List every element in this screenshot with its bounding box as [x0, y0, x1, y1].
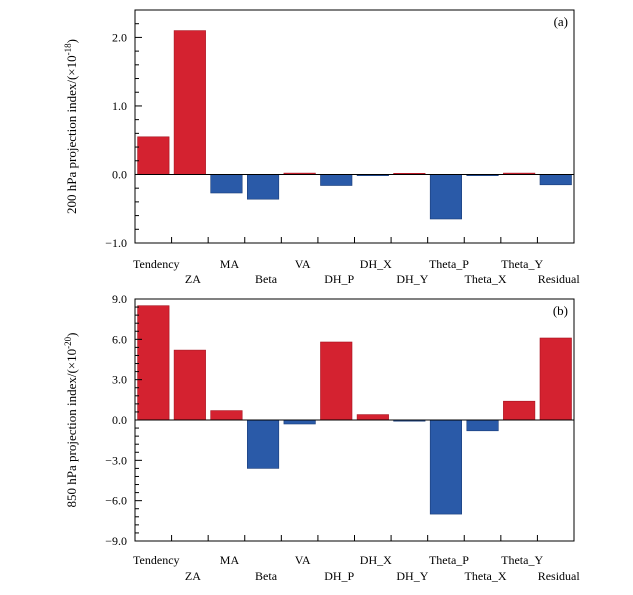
bar-dh-p — [320, 174, 353, 186]
x-tick-label: ZA — [185, 569, 201, 583]
x-tick-label: DH_Y — [396, 272, 428, 286]
bar-theta-x — [466, 419, 499, 432]
bar-residual — [539, 174, 572, 186]
x-tick-label: DH_P — [324, 569, 354, 583]
y-tick-label: 3.0 — [112, 373, 127, 387]
y-tick-label: −6.0 — [105, 494, 127, 508]
bar-beta — [247, 174, 280, 200]
bar-theta-p — [429, 174, 463, 220]
x-tick-label: Tendency — [133, 553, 179, 567]
x-tick-label: Theta_X — [465, 272, 507, 286]
bar-ma — [210, 410, 243, 421]
bar-residual — [539, 337, 572, 421]
y-tick-label: 0.0 — [112, 413, 127, 427]
bar-ma — [210, 174, 243, 194]
bar-dh-x — [356, 414, 389, 421]
bar-theta-y — [503, 400, 536, 421]
x-tick-label: MA — [220, 257, 240, 271]
bar-va — [283, 419, 316, 425]
y-tick-label: 9.0 — [112, 292, 127, 306]
x-tick-label: Tendency — [133, 257, 179, 271]
chart-panel-a: −1.0 0.0 1.0 2.0 Tendency ZA MA Beta VA DH_P DH_X D… — [63, 9, 581, 286]
x-tick-label: Theta_X — [465, 569, 507, 583]
bar-theta-p — [429, 419, 463, 515]
x-tick-label: Theta_P — [429, 553, 469, 567]
x-tick-label: Residual — [538, 569, 581, 583]
x-tick-label: Beta — [255, 569, 278, 583]
x-tick-label: Theta_Y — [501, 553, 543, 567]
x-tick-label: VA — [295, 257, 311, 271]
bar-tendency — [137, 305, 170, 421]
x-tick-label: VA — [295, 553, 311, 567]
panel-tag: (b) — [553, 303, 568, 318]
x-tick-label: Theta_P — [429, 257, 469, 271]
x-tick-label: DH_X — [360, 257, 392, 271]
x-tick-label: Residual — [538, 272, 581, 286]
y-tick-label: −1.0 — [105, 236, 127, 250]
bar-dh-p — [320, 341, 353, 421]
x-tick-label: DH_P — [324, 272, 354, 286]
y-tick-label: −9.0 — [105, 534, 127, 548]
chart-panel-b: −9.0 −6.0 −3.0 0.0 3.0 6.0 9.0 Tendency ZA MA Beta… — [63, 292, 580, 583]
x-tick-label: DH_X — [360, 553, 392, 567]
panel-tag: (a) — [554, 14, 568, 29]
y-tick-label: −3.0 — [105, 453, 127, 467]
y-axis-label: 850 hPa projection index/(×10-20) — [63, 333, 79, 508]
bar-za — [173, 349, 206, 421]
y-tick-label: 2.0 — [112, 30, 127, 44]
bar-za — [173, 30, 206, 175]
y-tick-label: 1.0 — [112, 99, 127, 113]
x-tick-label: MA — [220, 553, 240, 567]
x-tick-label: Theta_Y — [501, 257, 543, 271]
bar-tendency — [137, 136, 170, 175]
y-axis-label: 200 hPa projection index/(×10-18) — [63, 39, 79, 214]
x-tick-label: ZA — [185, 272, 201, 286]
y-tick-label: 0.0 — [112, 167, 127, 181]
y-tick-label: 6.0 — [112, 332, 127, 346]
bar-beta — [247, 419, 280, 469]
x-tick-label: DH_Y — [396, 569, 428, 583]
x-tick-label: Beta — [255, 272, 278, 286]
